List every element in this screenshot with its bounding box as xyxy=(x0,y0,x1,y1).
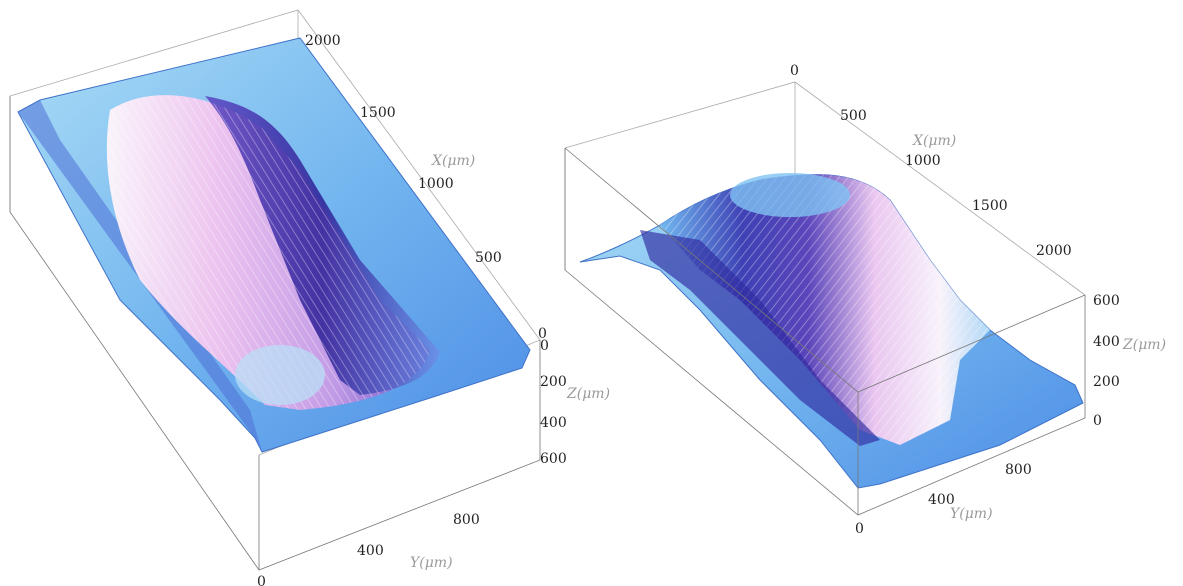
left-z-tick: 600 xyxy=(540,451,567,467)
left-z-axis-label: Z(μm) xyxy=(566,386,610,402)
right-y-axis: 0 400 800 Y(μm) xyxy=(855,462,1032,537)
left-y-tick: 400 xyxy=(357,543,384,559)
right-x-tick: 500 xyxy=(840,108,867,124)
right-z-axis: 0 200 400 600 Z(μm) xyxy=(1093,293,1166,429)
left-y-axis-label: Y(μm) xyxy=(410,555,453,571)
right-z-tick: 200 xyxy=(1093,374,1120,390)
right-bounding-box-front xyxy=(564,147,1086,516)
right-ridge-cap xyxy=(730,173,850,217)
left-x-tick: 1500 xyxy=(360,105,396,121)
left-y-tick: 800 xyxy=(453,512,480,528)
left-z-tick: 400 xyxy=(540,415,567,431)
right-z-tick: 600 xyxy=(1093,293,1120,309)
right-z-tick: 0 xyxy=(1093,413,1102,429)
right-y-tick: 800 xyxy=(1005,462,1032,478)
left-surface-plot: 2000 1500 1000 500 0 X(μm) 0 200 400 600… xyxy=(9,9,610,586)
right-x-axis-label: X(μm) xyxy=(912,133,956,149)
right-ridge-flank xyxy=(640,230,880,446)
right-x-tick: 2000 xyxy=(1036,243,1072,259)
left-x-axis: 2000 1500 1000 500 0 X(μm) xyxy=(305,33,547,342)
right-x-tick: 0 xyxy=(790,63,799,79)
right-y-axis-label: Y(μm) xyxy=(950,506,993,522)
left-y-axis: 0 400 800 Y(μm) xyxy=(257,512,480,586)
left-depression-bump xyxy=(235,345,325,405)
left-x-axis-label: X(μm) xyxy=(431,153,475,169)
right-x-tick: 1500 xyxy=(972,198,1008,214)
right-x-axis: 0 500 1000 1500 2000 X(μm) xyxy=(790,63,1072,259)
right-y-tick: 0 xyxy=(855,521,864,537)
left-z-tick: 0 xyxy=(540,338,549,354)
right-z-tick: 400 xyxy=(1093,334,1120,350)
left-z-axis: 0 200 400 600 Z(μm) xyxy=(540,338,610,467)
left-z-tick: 200 xyxy=(540,374,567,390)
left-x-tick: 1000 xyxy=(418,176,454,192)
left-x-tick: 500 xyxy=(475,250,502,266)
right-y-tick: 400 xyxy=(928,492,955,508)
left-bounding-box-front xyxy=(9,96,541,571)
right-z-axis-label: Z(μm) xyxy=(1122,337,1166,353)
right-surface-plot: 0 500 1000 1500 2000 X(μm) 0 200 400 600… xyxy=(564,63,1166,537)
left-y-tick: 0 xyxy=(257,574,266,586)
left-x-tick: 0 xyxy=(538,326,547,342)
right-x-tick: 1000 xyxy=(905,153,941,169)
left-x-tick: 2000 xyxy=(305,33,341,49)
